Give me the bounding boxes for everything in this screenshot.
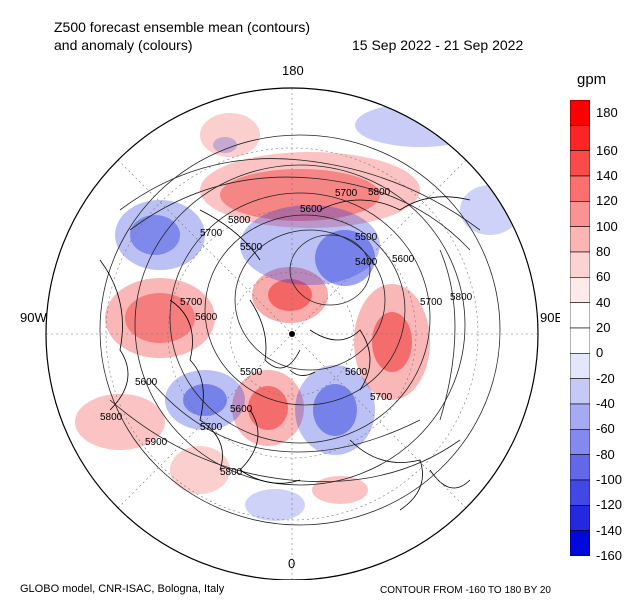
colorbar-swatch (570, 353, 590, 379)
contour-label: 5900 (145, 437, 168, 448)
contour-label: 5400 (355, 257, 378, 268)
colorbar-tick-label: -40 (596, 396, 615, 411)
contour-label: 5800 (368, 187, 391, 198)
colorbar-tick-label: 160 (596, 142, 618, 158)
height-contours (99, 134, 501, 526)
contour-label: 5700 (370, 392, 393, 403)
north-pole-dot (289, 331, 295, 337)
colorbar-tick-label: 100 (596, 218, 618, 234)
contour-label: 5600 (300, 204, 323, 215)
longitude-labels: 180 0 90W 90E (20, 63, 560, 571)
colorbar-unit: gpm (577, 71, 607, 88)
contour-label: 5600 (345, 367, 368, 378)
colorbar (570, 100, 590, 556)
colorbar-swatch (570, 251, 590, 278)
contour-label: 5800 (450, 292, 473, 303)
negative-anomaly-areas (115, 103, 520, 521)
longitude-label-bottom: 0 (288, 556, 295, 571)
footer-contour-info: CONTOUR FROM -160 TO 180 BY 20 (380, 585, 551, 596)
contour-label: 5600 (195, 312, 218, 323)
date-range: 15 Sep 2022 - 21 Sep 2022 (352, 37, 524, 53)
title-line-2: and anomaly (colours) (54, 37, 193, 53)
colorbar-swatch (570, 100, 590, 126)
colorbar-tick-label: -140 (596, 522, 623, 538)
contour-label: 5500 (355, 232, 378, 243)
contour-label: 5700 (180, 297, 203, 308)
colorbar-tick-label: -160 (596, 548, 623, 563)
footer-credit: GLOBO model, CNR-ISAC, Bologna, Italy (20, 583, 225, 595)
colorbar-swatch (570, 302, 590, 329)
polar-map: 5800 5700 5800 5700 5600 5500 5400 5600 … (20, 63, 560, 580)
colorbar-tick-label: -120 (596, 497, 623, 513)
colorbar-swatch (570, 378, 590, 405)
colorbar-swatch (570, 530, 590, 556)
colorbar-tick-label: 40 (596, 294, 611, 310)
title-line-1: Z500 forecast ensemble mean (contours) (54, 19, 311, 35)
colorbar-tick-label: 140 (596, 168, 618, 183)
colorbar-tick-label: -80 (596, 446, 615, 462)
colorbar-swatch (570, 403, 590, 430)
contour-label: 5700 (335, 188, 358, 199)
contour-label: 5500 (240, 242, 263, 253)
map-border (45, 87, 539, 580)
contour-label: 5500 (240, 367, 263, 378)
coastlines (99, 196, 471, 511)
contour-label: 5800 (100, 412, 123, 423)
longitude-label-left: 90W (20, 310, 47, 325)
colorbar-tick-label: 20 (596, 320, 611, 335)
contour-label: 5700 (420, 297, 443, 308)
colorbar-swatch (570, 454, 590, 481)
longitude-label-right: 90E (540, 310, 560, 325)
contour-labels: 5800 5700 5800 5700 5600 5500 5400 5600 … (100, 187, 473, 478)
colorbar-swatch (570, 479, 590, 506)
longitude-label-top: 180 (282, 63, 304, 78)
contour-label: 5700 (200, 228, 223, 239)
contour-label: 5600 (392, 254, 415, 265)
colorbar-swatch (570, 125, 590, 151)
colorbar-tick-label: 0 (596, 345, 604, 361)
colorbar-tick-label: -100 (596, 472, 623, 487)
contour-label: 5700 (200, 422, 223, 433)
colorbar-tick-label: 60 (596, 269, 611, 285)
colorbar-tick-label: 180 (596, 104, 618, 120)
colorbar-swatch (570, 201, 590, 227)
contour-label: 5600 (135, 377, 158, 388)
colorbar-swatch (570, 150, 590, 177)
contour-label: 5800 (228, 215, 251, 226)
colorbar-tick-label: 120 (596, 193, 618, 209)
colorbar-tick-label: -20 (596, 370, 615, 386)
colorbar-swatch (570, 429, 590, 455)
colorbar-tick-label: -60 (596, 421, 615, 437)
colorbar-swatch (570, 226, 590, 253)
contour-label: 5600 (230, 404, 253, 415)
colorbar-swatch (570, 175, 590, 202)
contour-label: 5800 (220, 467, 243, 478)
colorbar-tick-label: 80 (596, 244, 611, 259)
positive-anomaly-areas (75, 113, 430, 504)
colorbar-swatch (570, 277, 590, 303)
colorbar-swatch (570, 505, 590, 531)
colorbar-swatch (570, 327, 590, 354)
